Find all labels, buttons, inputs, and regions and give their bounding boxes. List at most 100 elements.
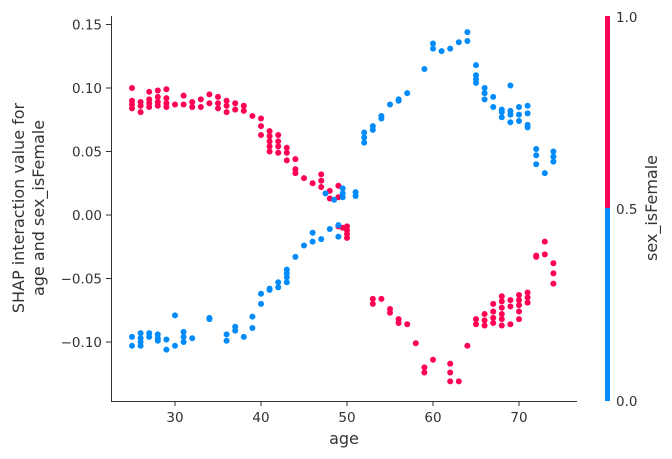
data-point bbox=[361, 139, 368, 146]
data-point bbox=[180, 328, 187, 335]
data-point bbox=[490, 104, 497, 111]
data-point bbox=[223, 331, 230, 338]
data-point bbox=[180, 339, 187, 345]
colorbar: 1.0 0.5 0.0 sex_isFemale bbox=[605, 10, 662, 410]
data-point bbox=[481, 96, 488, 103]
data-point bbox=[498, 311, 505, 318]
data-point bbox=[430, 45, 436, 52]
data-point bbox=[516, 111, 522, 118]
data-point bbox=[430, 40, 436, 47]
colorbar-tick-high: 1.0 bbox=[616, 10, 637, 26]
colorbar-tick-low: 0.0 bbox=[616, 394, 637, 410]
data-point bbox=[163, 86, 170, 93]
data-point bbox=[129, 333, 135, 340]
data-point bbox=[421, 65, 428, 72]
data-point bbox=[137, 109, 144, 116]
data-point bbox=[490, 93, 497, 100]
data-point bbox=[146, 333, 153, 340]
data-point bbox=[137, 330, 144, 337]
data-point bbox=[163, 104, 170, 111]
data-point bbox=[249, 325, 256, 332]
data-point bbox=[172, 312, 178, 319]
data-point bbox=[464, 29, 471, 36]
data-point bbox=[258, 123, 264, 130]
data-point bbox=[129, 342, 135, 349]
data-point bbox=[292, 253, 299, 260]
data-point bbox=[322, 190, 329, 197]
data-point bbox=[163, 336, 170, 343]
data-point bbox=[533, 152, 540, 159]
data-point bbox=[541, 170, 548, 177]
data-point bbox=[180, 333, 187, 340]
data-point bbox=[516, 308, 522, 315]
data-point bbox=[464, 342, 471, 349]
data-point bbox=[335, 233, 342, 240]
data-point bbox=[309, 180, 316, 187]
data-point bbox=[498, 322, 505, 329]
data-point bbox=[498, 304, 505, 311]
data-point bbox=[137, 102, 144, 109]
data-point bbox=[455, 378, 462, 385]
data-point bbox=[533, 161, 540, 168]
data-point bbox=[275, 284, 282, 291]
y-axis-ticks: 0.15 0.10 0.05 0.00 −0.05 −0.10 bbox=[61, 18, 111, 351]
data-point bbox=[129, 85, 135, 91]
data-point bbox=[507, 111, 514, 118]
data-point bbox=[189, 104, 196, 111]
data-point bbox=[498, 114, 505, 121]
data-point bbox=[378, 112, 385, 119]
colorbar-label: sex_isFemale bbox=[642, 155, 662, 261]
data-point bbox=[490, 300, 497, 307]
data-point bbox=[232, 106, 239, 113]
data-point bbox=[524, 102, 531, 109]
data-point bbox=[550, 153, 557, 160]
data-point bbox=[206, 100, 213, 107]
data-point bbox=[473, 62, 479, 69]
data-point bbox=[387, 101, 393, 108]
data-point bbox=[490, 314, 497, 321]
data-point bbox=[421, 364, 428, 371]
data-point bbox=[292, 170, 299, 177]
data-point bbox=[189, 98, 196, 105]
data-point bbox=[447, 369, 454, 376]
data-point bbox=[266, 143, 273, 150]
data-point bbox=[481, 311, 488, 318]
data-point bbox=[301, 175, 307, 182]
data-point bbox=[516, 292, 522, 299]
data-point bbox=[283, 157, 290, 164]
data-point bbox=[326, 225, 333, 232]
data-point bbox=[206, 314, 213, 321]
data-point bbox=[412, 340, 419, 347]
data-point bbox=[335, 222, 342, 229]
data-point bbox=[516, 302, 522, 309]
data-point bbox=[369, 300, 376, 307]
data-point bbox=[516, 104, 522, 111]
data-point bbox=[283, 144, 290, 151]
data-point bbox=[516, 118, 522, 125]
data-point bbox=[266, 286, 273, 293]
data-point bbox=[318, 184, 325, 191]
data-point bbox=[258, 300, 264, 307]
data-point bbox=[318, 236, 325, 243]
x-tick-label: 60 bbox=[424, 410, 441, 426]
data-point bbox=[447, 360, 454, 367]
y-tick-label: −0.05 bbox=[61, 272, 102, 288]
data-point bbox=[447, 378, 454, 385]
data-point bbox=[249, 313, 256, 320]
colorbar-tick-mid: 0.5 bbox=[616, 202, 637, 218]
data-point bbox=[137, 342, 144, 349]
data-point bbox=[223, 97, 230, 104]
data-point bbox=[292, 156, 299, 163]
y-axis-label: SHAP interaction value for age and sex_i… bbox=[9, 102, 49, 313]
y-tick-label: 0.10 bbox=[72, 81, 102, 97]
data-point bbox=[550, 260, 557, 267]
data-point bbox=[550, 280, 557, 287]
data-point bbox=[146, 104, 153, 111]
data-point bbox=[266, 148, 273, 155]
data-point bbox=[258, 115, 264, 122]
data-point bbox=[498, 293, 505, 300]
data-point bbox=[331, 196, 338, 203]
data-point bbox=[447, 45, 454, 52]
data-point bbox=[395, 319, 402, 326]
